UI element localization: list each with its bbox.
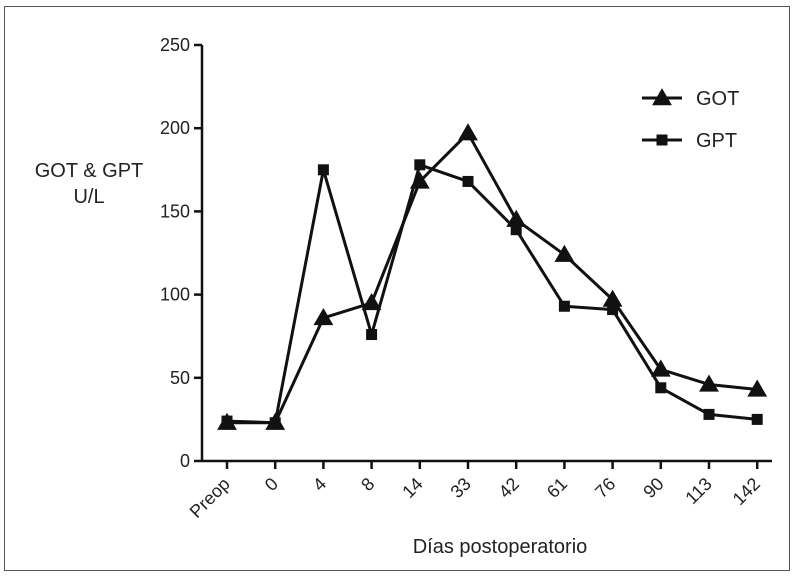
data-point-got [699,374,719,392]
legend-item-got: GOT [642,88,739,110]
data-point-got [602,289,623,307]
data-point-gpt [221,415,233,427]
series-layer [217,123,768,430]
data-point-got [554,244,575,262]
data-point-gpt [414,159,426,171]
y-tick-label: 0 [180,451,190,471]
x-tick-label: 14 [398,474,426,502]
data-point-got [650,359,671,377]
data-point-gpt [317,164,329,176]
x-tick-label: 142 [729,474,764,509]
x-tick-label: 8 [357,474,378,495]
data-point-gpt [510,224,522,236]
x-tick-label: 61 [543,474,571,502]
data-point-gpt [462,175,474,187]
data-point-gpt [607,304,619,316]
series-got [217,123,768,430]
x-tick-label: 0 [261,474,282,495]
data-point-gpt [751,413,763,425]
series-line-got [227,131,758,425]
x-axis-title: Días postoperatorio [412,536,588,558]
legend-label-gpt: GPT [696,130,737,152]
y-tick-label: 250 [160,35,190,55]
y-tick-label: 100 [160,285,190,305]
axes: 0 50 100 150 200 250 Preop 0 4 8 14 33 42 61 76 90 113 14… [160,35,772,522]
y-axis-title-line-2: U/L [73,186,105,208]
x-tick-label: 90 [639,474,667,502]
x-tick-label: 42 [495,474,523,502]
legend-label-got: GOT [696,88,739,110]
y-axis-title: GOT & GPT U/L [24,158,154,210]
x-tick-label: 4 [309,474,330,495]
y-tick-label: 200 [160,118,190,138]
data-point-got [313,307,334,326]
x-tick-label: 33 [447,474,475,502]
x-tick-label: Preop [186,474,234,522]
data-point-got [458,123,478,141]
series-gpt [221,159,763,429]
legend-item-gpt: GPT [642,130,737,152]
data-point-got [747,379,768,397]
y-tick-label: 50 [170,368,190,388]
series-line-gpt [226,163,758,425]
data-point-gpt [703,408,715,420]
x-tick-label: 113 [681,474,715,508]
legend-marker-gpt [656,134,668,146]
legend: GOT GPT [642,88,739,152]
data-point-got [361,293,382,311]
data-point-gpt [655,382,667,394]
y-axis-title-line-1: GOT & GPT [34,160,144,182]
data-point-gpt [366,329,378,341]
legend-marker-got [652,88,672,106]
y-tick-label: 150 [160,201,190,221]
data-point-gpt [269,417,281,429]
x-tick-label: 76 [591,474,619,502]
figure-frame [4,6,790,571]
data-point-gpt [558,300,570,312]
